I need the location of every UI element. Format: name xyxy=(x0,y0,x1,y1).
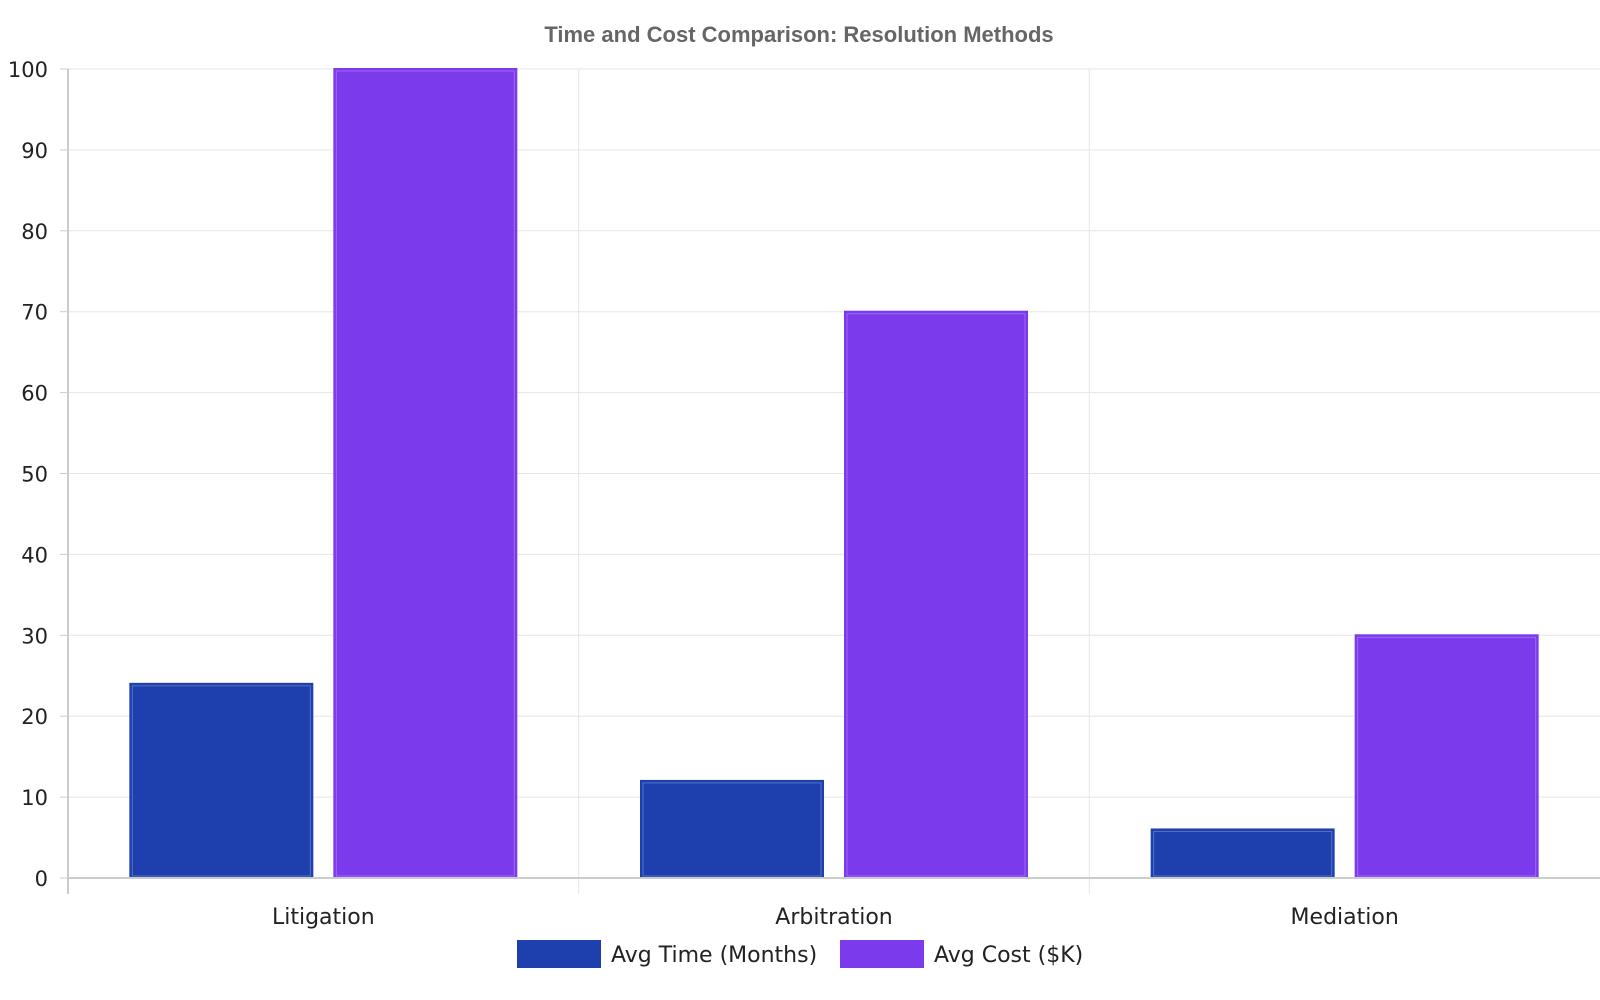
y-tick-label: 30 xyxy=(21,624,48,648)
chart-title: Time and Cost Comparison: Resolution Met… xyxy=(544,22,1053,47)
y-tick-label: 70 xyxy=(21,301,48,325)
bar-litigation-cost xyxy=(333,68,518,879)
y-tick-label: 0 xyxy=(35,867,48,891)
bar-inner-outline xyxy=(642,782,822,877)
bar-inner-outline xyxy=(131,685,311,877)
bar-arbitration-cost xyxy=(844,310,1028,879)
legend-item-time[interactable]: Avg Time (Months) xyxy=(517,940,817,968)
y-tick-label: 60 xyxy=(21,382,48,406)
legend-swatch xyxy=(840,940,924,968)
bar-litigation-time xyxy=(129,682,314,880)
y-tick-label: 10 xyxy=(21,786,48,810)
legend-label: Avg Time (Months) xyxy=(611,943,817,968)
bar-inner-outline xyxy=(1153,830,1333,877)
x-category-label: Mediation xyxy=(1291,905,1399,930)
y-tick-label: 80 xyxy=(21,220,48,244)
bar-mediation-time xyxy=(1150,828,1335,880)
grid xyxy=(68,68,1600,894)
y-tick-label: 20 xyxy=(21,705,48,729)
bar-inner-outline xyxy=(1357,636,1537,877)
legend: Avg Time (Months) Avg Cost ($K) xyxy=(517,940,1083,968)
y-tick-label: 90 xyxy=(21,139,48,163)
bar-inner-outline xyxy=(846,313,1026,877)
y-tick-label: 100 xyxy=(8,58,48,82)
x-category-label: Arbitration xyxy=(775,905,892,930)
y-tick-label: 40 xyxy=(21,543,48,567)
bar-arbitration-time xyxy=(640,779,824,879)
y-tick-label: 50 xyxy=(21,463,48,487)
axes: 0 10 20 30 40 50 60 70 80 90 100 Litigation Arbitrat… xyxy=(8,58,1600,930)
bar-mediation-cost xyxy=(1354,634,1539,879)
x-category-label: Litigation xyxy=(272,905,375,930)
legend-swatch xyxy=(517,940,601,968)
legend-label: Avg Cost ($K) xyxy=(934,943,1083,968)
bars xyxy=(129,68,1539,880)
legend-item-cost[interactable]: Avg Cost ($K) xyxy=(840,940,1083,968)
bar-inner-outline xyxy=(335,70,515,877)
